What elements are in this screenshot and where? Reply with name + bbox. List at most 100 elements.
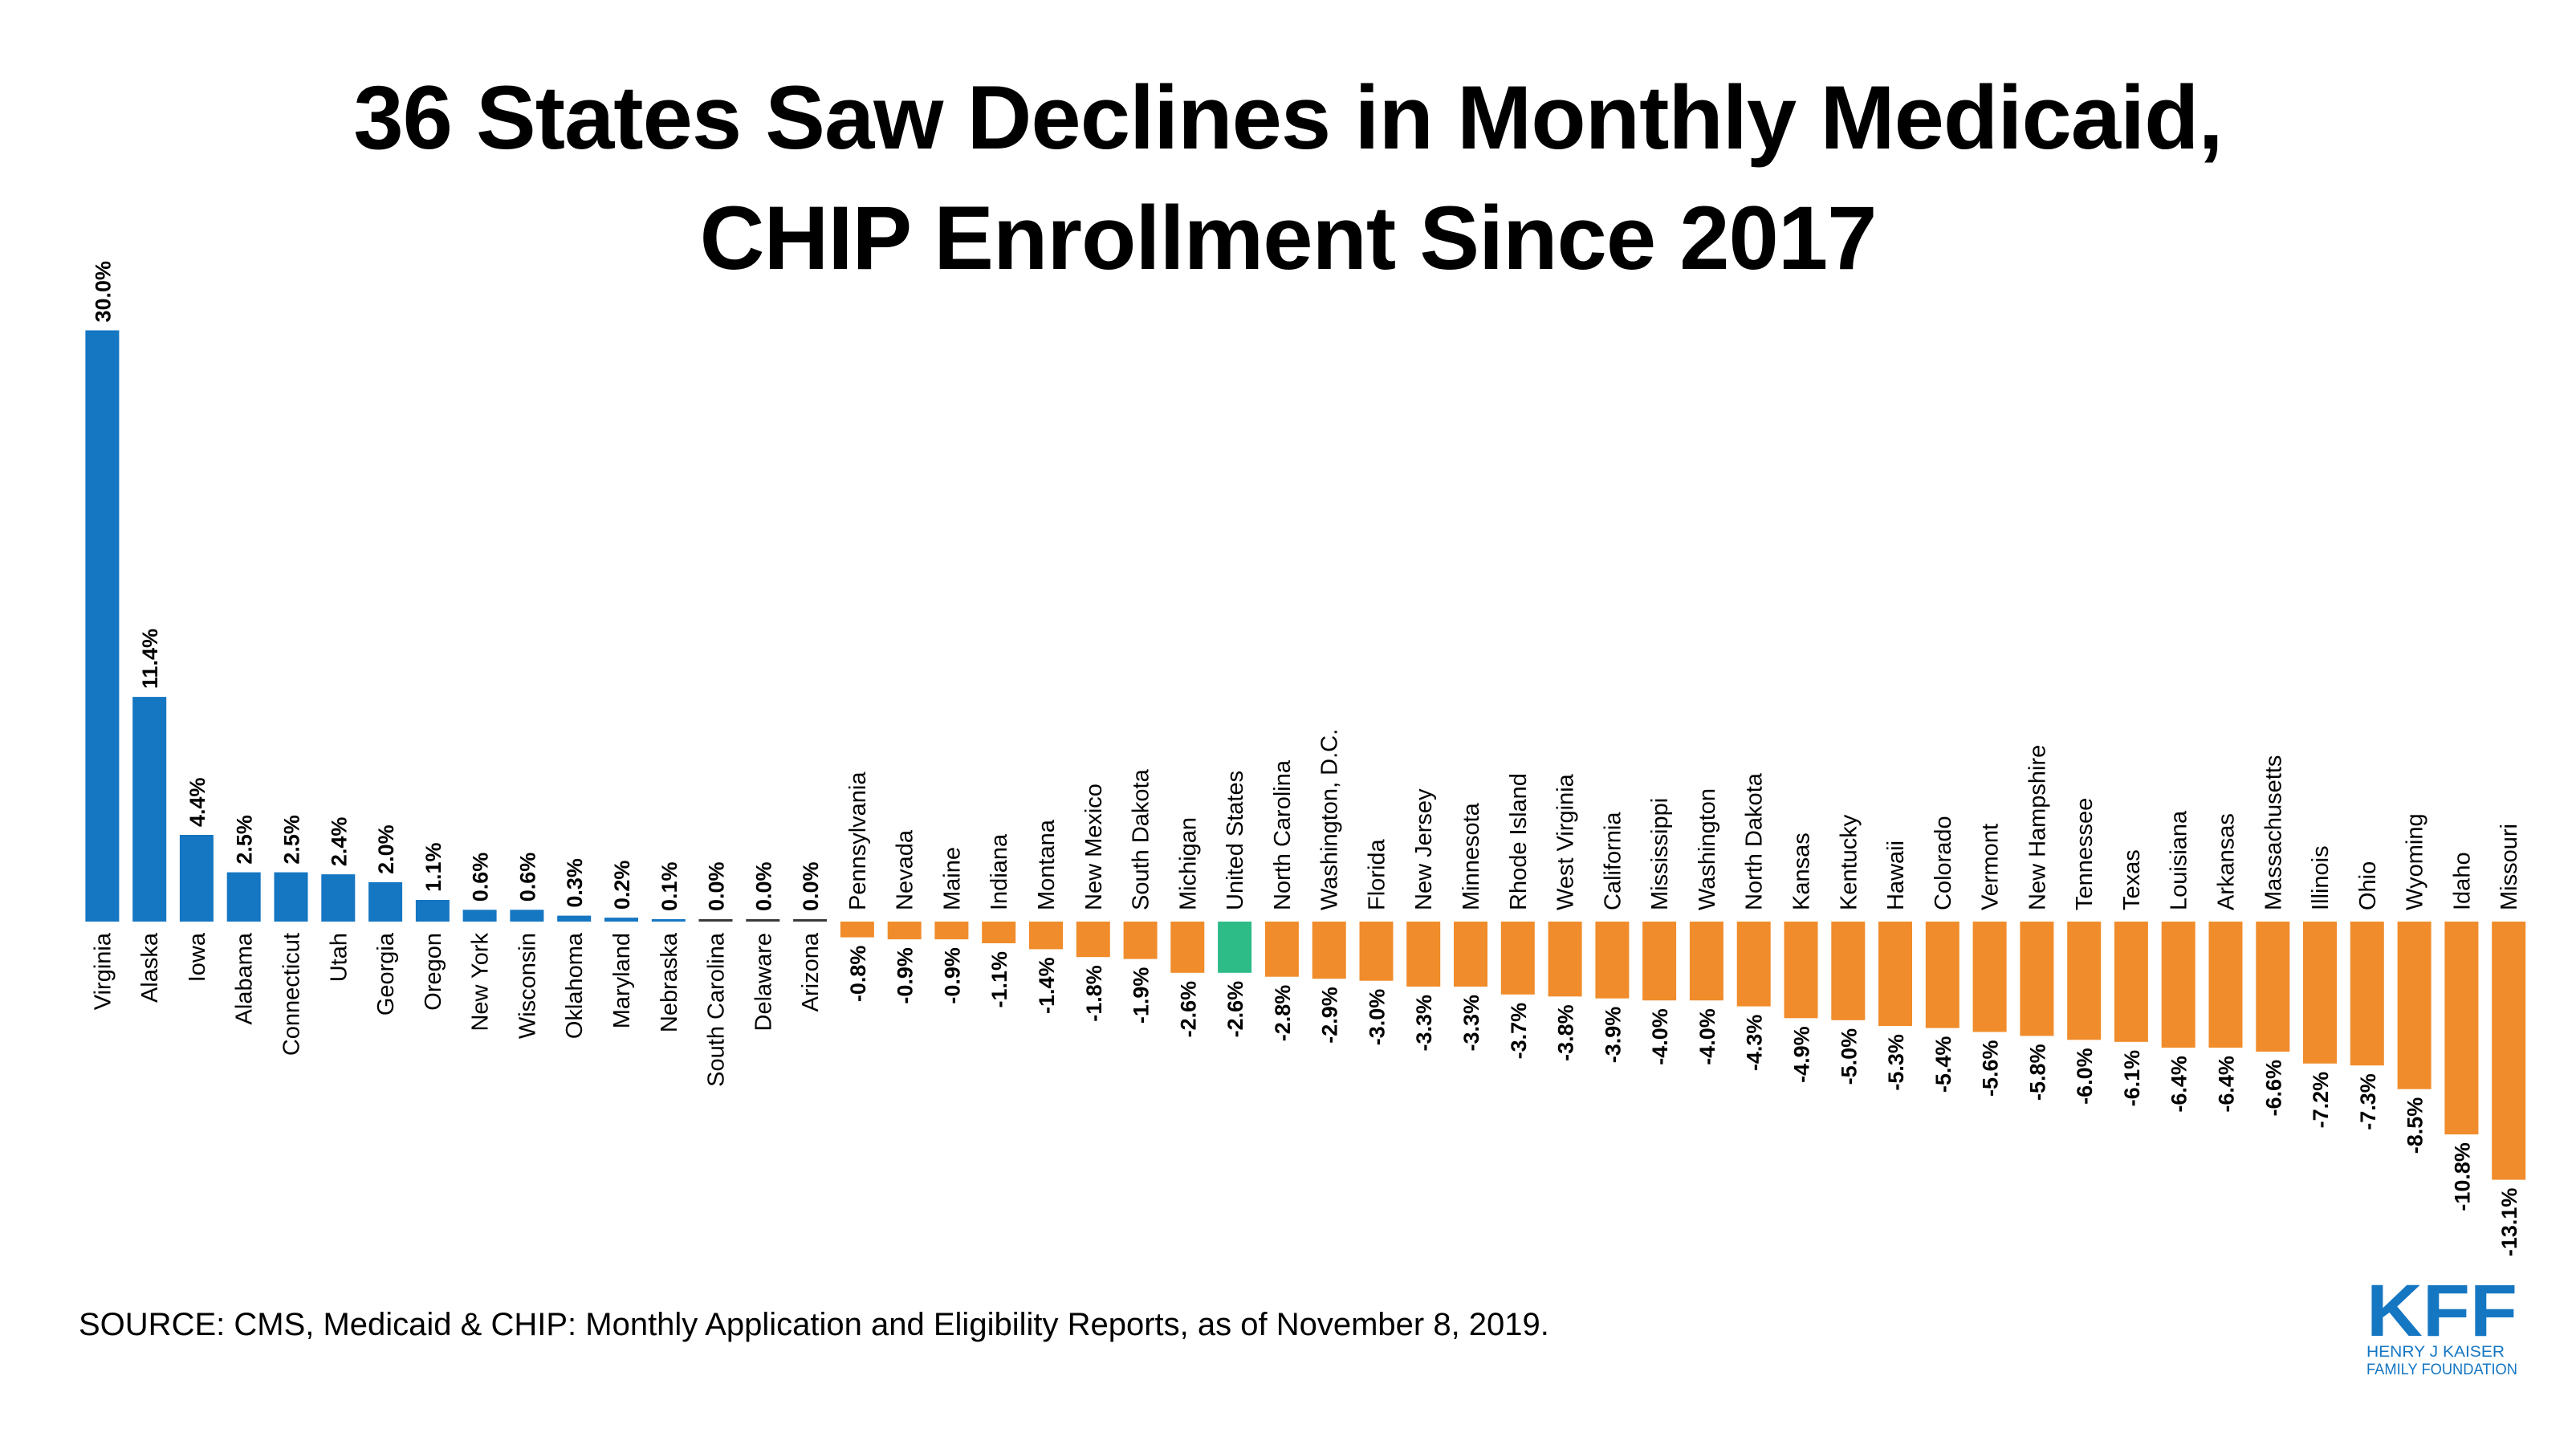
- source-note: SOURCE: CMS, Medicaid & CHIP: Monthly Ap…: [79, 1307, 1549, 1342]
- category-label: North Dakota: [1742, 772, 1768, 910]
- bar-louisiana: [2161, 922, 2196, 1048]
- bar-colorado: [1925, 922, 1959, 1028]
- category-label: Idaho: [2449, 852, 2475, 910]
- data-label: 0.0%: [751, 861, 775, 911]
- bar-nebraska: [651, 919, 686, 922]
- data-label: -1.8%: [1082, 965, 1106, 1022]
- data-label: -6.4%: [2215, 1056, 2239, 1113]
- bar-indiana: [982, 922, 1016, 943]
- kff-logo-line-1: HENRY J KAISER: [2366, 1344, 2505, 1361]
- data-label: -3.0%: [1365, 989, 1390, 1046]
- bar-vermont: [1972, 922, 2007, 1032]
- bar-virginia: [85, 330, 120, 922]
- category-label: Michigan: [1175, 817, 1201, 910]
- bar-new-york: [462, 910, 497, 922]
- bar-minnesota: [1454, 922, 1487, 987]
- bar-texas: [2114, 922, 2148, 1042]
- category-label: Wisconsin: [515, 933, 540, 1039]
- data-label: 4.4%: [185, 777, 210, 827]
- data-label: -0.9%: [893, 947, 918, 1004]
- category-label: Hawaii: [1883, 841, 1909, 910]
- category-label: Tennessee: [2072, 798, 2098, 910]
- category-label: Nevada: [893, 829, 918, 910]
- data-label: -2.6%: [1223, 981, 1247, 1038]
- category-label: North Carolina: [1270, 759, 1296, 910]
- data-label: 11.4%: [138, 629, 162, 689]
- bar-washington-d-c: [1312, 922, 1346, 979]
- data-label: -0.8%: [846, 946, 870, 1003]
- bar-united-states: [1218, 922, 1252, 973]
- category-label: Nebraska: [657, 932, 682, 1032]
- bar-idaho: [2444, 922, 2479, 1135]
- bar-iowa: [179, 835, 214, 922]
- category-label: Arizona: [798, 932, 824, 1012]
- bar-florida: [1359, 922, 1394, 981]
- category-label: Minnesota: [1459, 802, 1484, 910]
- bar-california: [1595, 922, 1630, 999]
- category-label: New Mexico: [1081, 784, 1107, 910]
- data-label: -5.8%: [2025, 1044, 2049, 1101]
- data-label: -3.3%: [1412, 995, 1436, 1052]
- category-label: Florida: [1365, 838, 1390, 910]
- bar-oregon: [415, 900, 450, 922]
- category-label: Texas: [2119, 849, 2145, 910]
- bar-arkansas: [2208, 922, 2243, 1048]
- bar-connecticut: [274, 872, 308, 922]
- data-label: -5.6%: [1979, 1040, 2003, 1097]
- category-label: Alaska: [137, 932, 163, 1003]
- bar-new-mexico: [1076, 922, 1110, 958]
- category-label: Virginia: [90, 932, 116, 1010]
- bar-nevada: [887, 922, 922, 940]
- data-label: -13.1%: [2497, 1188, 2521, 1257]
- category-label: Maine: [939, 847, 965, 910]
- category-label: Alabama: [232, 932, 258, 1024]
- data-label: -10.8%: [2450, 1142, 2474, 1211]
- bar-wisconsin: [510, 910, 544, 922]
- category-label: Kentucky: [1836, 814, 1862, 910]
- chart-title: 36 States Saw Declines in Monthly Medica…: [0, 58, 2576, 299]
- category-label: South Carolina: [704, 932, 730, 1087]
- bar-michigan: [1170, 922, 1205, 973]
- data-label: -1.4%: [1035, 957, 1059, 1014]
- data-label: 2.5%: [280, 815, 304, 865]
- category-label: Connecticut: [279, 933, 305, 1056]
- data-label: -3.7%: [1507, 1003, 1531, 1060]
- bar-ohio: [2350, 922, 2384, 1066]
- data-label: -6.1%: [2120, 1050, 2144, 1107]
- category-label: Delaware: [751, 933, 776, 1032]
- bar-washington: [1689, 922, 1723, 1001]
- bar-hawaii: [1878, 922, 1912, 1027]
- category-label: Oregon: [421, 933, 446, 1011]
- data-label: -0.9%: [940, 947, 964, 1004]
- category-label: Rhode Island: [1506, 773, 1532, 910]
- category-label: Indiana: [987, 833, 1012, 910]
- data-label: -7.3%: [2356, 1073, 2380, 1130]
- category-label: Colorado: [1931, 816, 1956, 910]
- bar-oklahoma: [557, 915, 592, 922]
- bar-delaware: [746, 919, 780, 922]
- bar-tennessee: [2067, 922, 2102, 1040]
- chart-title-line-1: 36 States Saw Declines in Monthly Medica…: [353, 67, 2223, 168]
- category-label: West Virginia: [1553, 773, 1579, 910]
- category-label: Oklahoma: [562, 932, 588, 1039]
- data-label: 0.3%: [563, 858, 587, 908]
- category-label: Montana: [1034, 819, 1060, 910]
- data-label: -5.3%: [1884, 1034, 1908, 1091]
- bar-south-carolina: [698, 919, 733, 922]
- kff-logo-line-2: FAMILY FOUNDATION: [2366, 1362, 2517, 1378]
- category-label: Utah: [326, 933, 352, 982]
- category-label: Georgia: [373, 932, 399, 1016]
- bar-utah: [321, 874, 356, 922]
- category-label: Louisiana: [2167, 810, 2192, 910]
- bar-new-jersey: [1406, 922, 1441, 987]
- data-label: 0.1%: [657, 861, 682, 911]
- category-label: Missouri: [2497, 824, 2522, 910]
- bar-missouri: [2492, 922, 2526, 1180]
- kff-logo: KFF HENRY J KAISER FAMILY FOUNDATION: [2366, 1273, 2517, 1378]
- data-label: 0.6%: [469, 853, 493, 902]
- data-label: -1.9%: [1129, 967, 1154, 1024]
- bar-west-virginia: [1548, 922, 1582, 997]
- bar-rhode-island: [1500, 922, 1535, 995]
- kff-logo-mark: KFF: [2366, 1273, 2517, 1352]
